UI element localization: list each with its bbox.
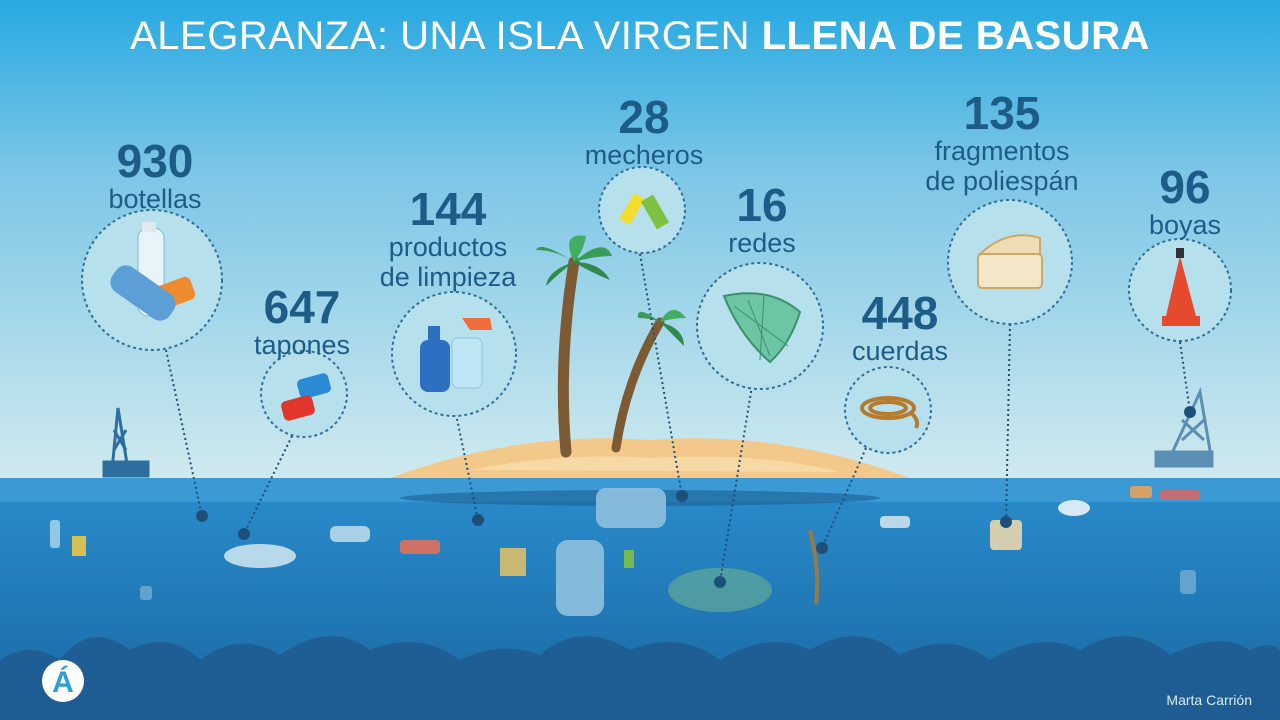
stat-number: 647	[263, 281, 341, 333]
palm-tree-right	[611, 309, 686, 453]
stat-label: cuerdas	[851, 336, 949, 366]
stat-label: botellas	[108, 184, 202, 214]
stat-label: redes	[728, 228, 796, 258]
stat-redes: 16 redes	[705, 182, 819, 258]
stat-boyas: 96 boyas	[1130, 164, 1240, 240]
stat-mecheros: 28 mecheros	[564, 94, 724, 170]
rope-icon	[860, 396, 920, 429]
buoy-icon	[1162, 248, 1200, 326]
bottle-caps-icon	[281, 373, 331, 421]
floating-debris	[50, 486, 1200, 616]
stat-poliespan: 135 fragmentos de poliespán	[904, 90, 1100, 196]
title-light: ALEGRANZA: UNA ISLA VIRGEN	[130, 14, 750, 58]
fishing-net-icon	[722, 292, 802, 364]
stat-label-line-1: fragmentos	[934, 136, 1070, 166]
stat-number: 448	[861, 287, 939, 339]
stat-number: 16	[736, 179, 788, 231]
stat-cuerdas: 448 cuerdas	[830, 290, 970, 366]
stat-label-line-1: productos	[388, 232, 508, 262]
lighters-icon	[619, 193, 670, 230]
leader-lines	[165, 253, 1191, 583]
stat-number: 28	[618, 91, 670, 143]
left-tower	[102, 407, 150, 478]
palm-tree-left	[536, 235, 612, 458]
stat-label: mecheros	[584, 140, 704, 170]
stat-number: 144	[409, 183, 487, 235]
right-tower	[1154, 386, 1214, 468]
brand-logo: Á	[42, 660, 84, 702]
stat-label-line-2: de limpieza	[379, 262, 517, 292]
stat-tapones: 647 tapones	[232, 284, 372, 360]
stat-number: 135	[963, 87, 1041, 139]
stat-label-line-2: de poliespán	[925, 166, 1079, 196]
stat-botellas: 930 botellas	[80, 138, 230, 214]
plastic-bottles-icon	[110, 222, 196, 321]
leader-anchors	[196, 406, 1196, 588]
stat-number: 96	[1159, 161, 1211, 213]
polystyrene-box-icon	[977, 234, 1043, 289]
stat-label: boyas	[1148, 210, 1222, 240]
title-bold: LLENA DE BASURA	[761, 14, 1150, 58]
stat-label: tapones	[253, 330, 351, 360]
stat-productos-limpieza: 144 productos de limpieza	[356, 186, 540, 292]
cleaning-products-icon	[420, 318, 492, 392]
author-credit: Marta Carrión	[1166, 692, 1252, 708]
seabed	[0, 636, 1280, 720]
stat-number: 930	[116, 135, 194, 187]
page-title: ALEGRANZA: UNA ISLA VIRGEN LLENA DE BASU…	[0, 14, 1280, 59]
